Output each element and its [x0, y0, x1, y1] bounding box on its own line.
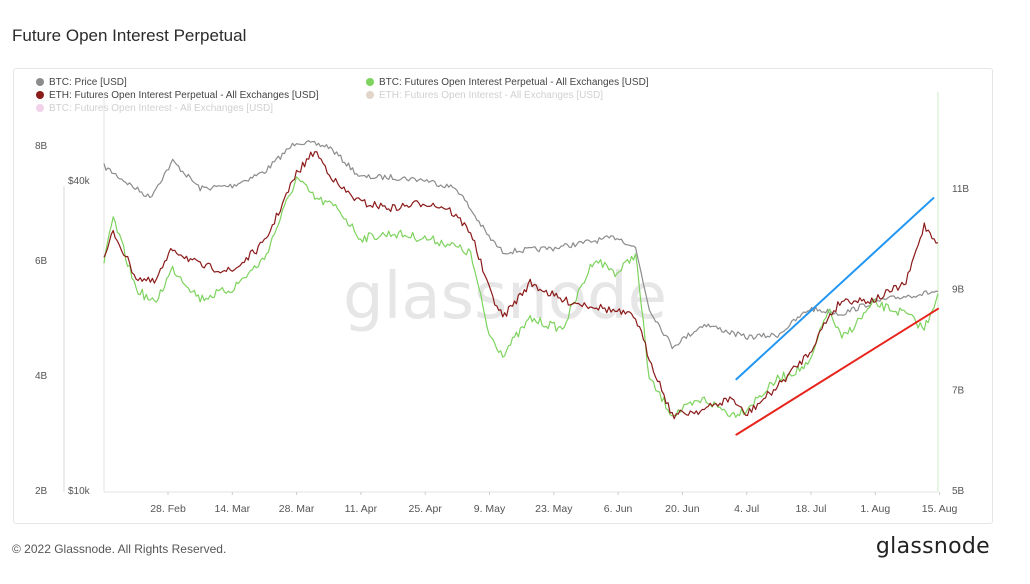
legend-item[interactable]: BTC: Price [USD]	[36, 77, 127, 88]
x-axis-tick-label: 23. May	[535, 503, 573, 515]
legend-label: BTC: Price [USD]	[49, 77, 127, 88]
x-axis-tick-label: 18. Jul	[796, 503, 827, 515]
left-axis-tick-label: 6B	[35, 256, 48, 267]
legend-label: ETH: Futures Open Interest Perpetual - A…	[49, 90, 319, 101]
legend-marker-icon	[36, 104, 44, 112]
x-axis-tick-label: 9. May	[474, 503, 506, 515]
trendline	[735, 307, 939, 436]
x-axis-tick-label: 20. Jun	[665, 503, 700, 515]
right-axis-tick-label: 9B	[952, 285, 965, 296]
legend-label: ETH: Futures Open Interest - All Exchang…	[379, 90, 603, 101]
legend-label: BTC: Futures Open Interest - All Exchang…	[49, 103, 273, 114]
price-axis-tick-label: $10k	[68, 486, 91, 497]
series-line	[103, 151, 939, 420]
legend-marker-icon	[366, 78, 374, 86]
x-axis-tick-label: 15. Aug	[922, 503, 958, 515]
x-axis-tick-label: 28. Mar	[279, 503, 315, 515]
x-axis-tick-label: 11. Apr	[345, 503, 378, 515]
right-axis-tick-label: 7B	[952, 385, 965, 396]
right-axis-tick-label: 11B	[952, 184, 969, 195]
chart-panel: BTC: Price [USD] BTC: Futures Open Intere…	[13, 68, 993, 524]
legend-marker-icon	[36, 91, 44, 99]
x-axis-tick-label: 28. Feb	[150, 503, 186, 515]
x-axis-tick-label: 6. Jun	[604, 503, 633, 515]
left-axis-tick-label: 4B	[35, 371, 48, 382]
copyright-footer: © 2022 Glassnode. All Rights Reserved.	[12, 542, 227, 556]
legend-marker-icon	[36, 78, 44, 86]
legend-label: BTC: Futures Open Interest Perpetual - A…	[379, 77, 649, 88]
right-axis-tick-label: 5B	[952, 486, 965, 497]
legend-item[interactable]: ETH: Futures Open Interest Perpetual - A…	[36, 90, 319, 101]
x-axis-tick-label: 4. Jul	[734, 503, 759, 515]
series-line	[103, 140, 939, 350]
legend-item[interactable]: BTC: Futures Open Interest - All Exchang…	[36, 103, 273, 114]
glassnode-logo: glassnode	[875, 534, 990, 559]
left-axis-tick-label: 2B	[35, 486, 48, 497]
price-axis-tick-label: $40k	[68, 176, 91, 187]
chart-title: Future Open Interest Perpetual	[12, 26, 247, 45]
x-axis-tick-label: 25. Apr	[409, 503, 443, 515]
x-axis-tick-label: 14. Mar	[214, 503, 250, 515]
left-axis-tick-label: 8B	[35, 141, 48, 152]
legend-marker-icon	[366, 91, 374, 99]
series-line	[103, 176, 939, 418]
x-axis-tick-label: 1. Aug	[860, 503, 890, 515]
legend-item[interactable]: BTC: Futures Open Interest Perpetual - A…	[366, 77, 649, 88]
watermark: glassnode	[343, 260, 667, 334]
legend-item[interactable]: ETH: Futures Open Interest - All Exchang…	[366, 90, 603, 101]
trendline	[735, 197, 935, 381]
